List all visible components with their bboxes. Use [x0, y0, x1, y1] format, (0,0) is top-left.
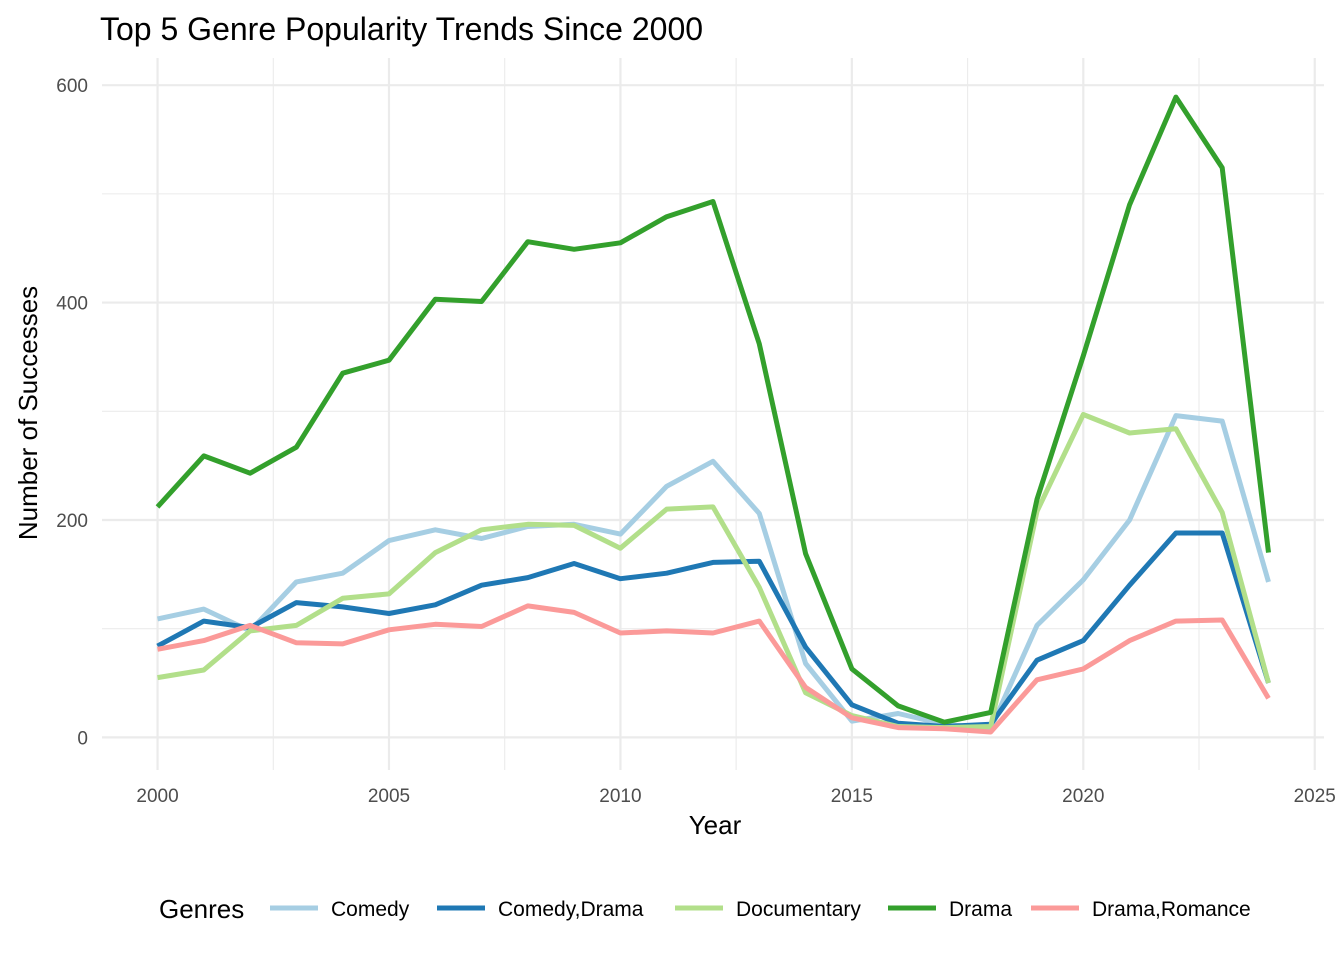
x-tick-label: 2005: [368, 786, 410, 807]
y-tick-label: 400: [56, 294, 88, 315]
x-tick-label: 2010: [599, 786, 641, 807]
legend-label-drama-romance: Drama,Romance: [1092, 898, 1251, 921]
y-tick-label: 200: [56, 511, 88, 532]
x-tick-label: 2015: [831, 786, 873, 807]
series-lines: [155, 94, 1271, 735]
series-line-drama-romance: [157, 603, 1271, 735]
legend-label-documentary: Documentary: [736, 898, 861, 921]
chart-title: Top 5 Genre Popularity Trends Since 2000: [100, 11, 703, 47]
legend: Genres Comedy Comedy,Drama Documentary Dram…: [159, 894, 1251, 924]
minor-grid: [102, 58, 1324, 770]
legend-label-comedy: Comedy: [331, 898, 410, 921]
series-line-documentary: [157, 412, 1271, 731]
legend-title: Genres: [159, 894, 244, 924]
legend-label-drama: Drama: [949, 898, 1012, 921]
series-line-comedy-drama: [156, 530, 1271, 729]
x-axis-title: Year: [689, 810, 742, 840]
x-tick-label: 2020: [1062, 786, 1104, 807]
x-tick-label: 2025: [1294, 786, 1336, 807]
series-line-comedy: [156, 413, 1271, 732]
y-axis-title: Number of Successes: [13, 286, 43, 540]
x-tick-labels: 2000 2005 2010 2015 2020 2025: [136, 786, 1335, 807]
y-tick-label: 600: [56, 76, 88, 97]
legend-label-comedy-drama: Comedy,Drama: [498, 898, 644, 921]
y-tick-labels: 0 200 400 600: [56, 76, 88, 749]
series-line-drama: [155, 94, 1271, 725]
x-tick-label: 2000: [136, 786, 178, 807]
y-tick-label: 0: [77, 728, 88, 749]
